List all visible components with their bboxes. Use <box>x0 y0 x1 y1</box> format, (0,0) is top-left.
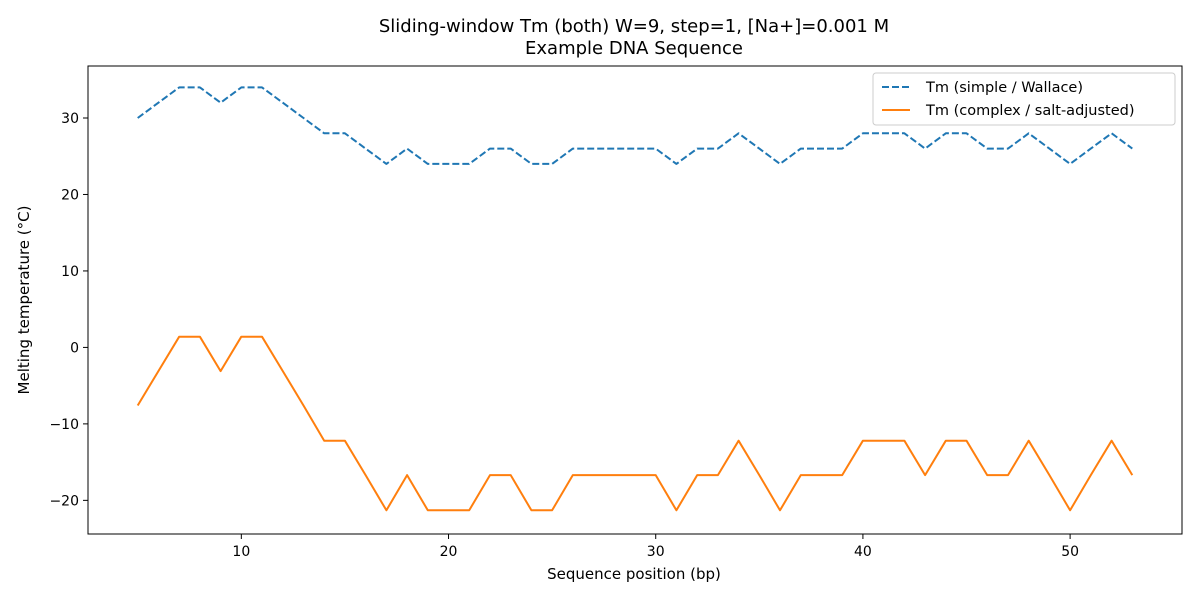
x-tick-label: 40 <box>854 544 872 560</box>
legend-label-complex: Tm (complex / salt-adjusted) <box>925 103 1135 119</box>
legend-box <box>872 72 1176 126</box>
x-tick-label: 30 <box>647 544 665 560</box>
legend: Tm (simple / Wallace) Tm (complex / salt… <box>872 72 1176 126</box>
y-tick-label: −10 <box>49 417 79 433</box>
legend-label-simple: Tm (simple / Wallace) <box>925 80 1083 96</box>
y-tick-label: 30 <box>61 111 79 127</box>
y-axis-label: Melting temperature (°C) <box>15 206 33 395</box>
y-tick-label: −20 <box>49 493 79 509</box>
ticks-layer: 10 20 30 40 50 −20 −10 0 10 20 30 <box>49 111 1079 560</box>
series-line-1 <box>136 335 1134 512</box>
chart-subtitle: Example DNA Sequence <box>525 38 743 59</box>
x-axis-label: Sequence position (bp) <box>547 565 721 583</box>
x-tick-label: 10 <box>232 544 250 560</box>
chart-title: Sliding-window Tm (both) W=9, step=1, [N… <box>379 16 889 37</box>
series-layer <box>136 86 1134 512</box>
x-tick-label: 20 <box>440 544 458 560</box>
y-tick-label: 10 <box>61 264 79 280</box>
plot-frame <box>87 65 1183 535</box>
x-tick-label: 50 <box>1061 544 1079 560</box>
series-line-0 <box>137 86 1133 165</box>
y-tick-label: 20 <box>61 187 79 203</box>
y-tick-label: 0 <box>70 340 79 356</box>
